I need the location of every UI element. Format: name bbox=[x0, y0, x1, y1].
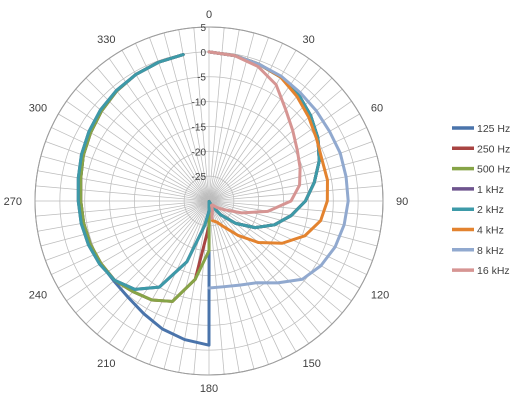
angle-label: 180 bbox=[200, 383, 218, 395]
grid-spoke bbox=[208, 43, 283, 202]
legend-label: 500 Hz bbox=[477, 164, 510, 176]
grid-spoke bbox=[208, 29, 240, 202]
angle-label: 120 bbox=[371, 290, 389, 302]
grid-spoke bbox=[149, 200, 210, 365]
grid-spoke bbox=[35, 185, 210, 202]
grid-spoke bbox=[208, 77, 333, 202]
grid-spoke bbox=[208, 200, 269, 365]
grid-spoke bbox=[96, 200, 210, 335]
angle-label: 0 bbox=[206, 9, 212, 21]
grid-spoke bbox=[208, 127, 367, 202]
grid-spoke bbox=[66, 100, 210, 202]
grid-spoke bbox=[178, 29, 210, 202]
series-line bbox=[76, 50, 321, 291]
grid-spoke bbox=[40, 155, 210, 202]
grid-spoke bbox=[51, 127, 210, 202]
grid-spoke bbox=[208, 141, 373, 202]
grid-spoke bbox=[85, 200, 210, 325]
grid-spoke bbox=[85, 77, 210, 202]
grid-spoke bbox=[121, 200, 210, 352]
grid-spoke bbox=[208, 200, 378, 247]
grid-spoke bbox=[51, 200, 210, 275]
legend-label: 1 kHz bbox=[477, 184, 504, 196]
grid-spoke bbox=[208, 200, 360, 289]
radial-tick-label: -15 bbox=[192, 122, 207, 133]
grid-spoke bbox=[208, 58, 310, 202]
grid-spoke bbox=[45, 141, 210, 202]
grid-spoke bbox=[208, 88, 343, 202]
angle-labels: 0 30 60 90 120 150 180 210 240 270 300 330 bbox=[4, 9, 409, 395]
radial-tick-label: -20 bbox=[192, 147, 207, 158]
legend-label: 8 kHz bbox=[477, 245, 504, 257]
angle-label: 90 bbox=[396, 196, 408, 208]
grid-spoke bbox=[45, 200, 210, 261]
radial-tick-label: 0 bbox=[200, 48, 206, 59]
grid-spoke bbox=[40, 200, 210, 247]
grid-spoke bbox=[208, 200, 352, 302]
angle-label: 300 bbox=[29, 103, 47, 115]
legend-label: 4 kHz bbox=[477, 225, 504, 237]
angle-label: 150 bbox=[303, 358, 321, 370]
grid-spoke bbox=[58, 113, 210, 202]
series-line bbox=[207, 50, 350, 290]
radial-tick-label: -25 bbox=[192, 172, 207, 183]
series-line bbox=[207, 50, 302, 220]
grid-spoke bbox=[208, 100, 352, 202]
grid-spoke bbox=[108, 200, 210, 344]
radial-tick-label: -10 bbox=[192, 98, 207, 109]
grid-spoke bbox=[66, 200, 210, 302]
radial-tick-label: 5 bbox=[200, 23, 206, 34]
angle-label: 330 bbox=[97, 34, 115, 46]
series-lines bbox=[76, 50, 350, 347]
legend: 125 Hz 250 Hz 500 Hz 1 kHz 2 kHz 4 kHz 8 kHz 16… bbox=[452, 123, 510, 277]
angle-label: 60 bbox=[371, 103, 383, 115]
radial-tick-label: -5 bbox=[197, 73, 206, 84]
angle-label: 270 bbox=[4, 196, 22, 208]
legend-label: 2 kHz bbox=[477, 204, 504, 216]
grid-spoke bbox=[193, 27, 210, 202]
legend-label: 16 kHz bbox=[477, 265, 510, 277]
grid-spoke bbox=[135, 200, 210, 359]
grid-spoke bbox=[149, 37, 210, 202]
grid-spoke bbox=[208, 200, 310, 344]
grid-spoke bbox=[208, 67, 322, 202]
angle-label: 240 bbox=[29, 290, 47, 302]
radial-tick-labels: 5 0 -5 -10 -15 -20 -25 bbox=[192, 23, 207, 183]
grid-outer-ring bbox=[34, 26, 384, 376]
grid-spoke bbox=[208, 200, 283, 359]
polar-grid bbox=[34, 26, 384, 376]
grid-spoke bbox=[208, 170, 381, 202]
grid-spoke bbox=[163, 32, 210, 202]
grid-spoke bbox=[75, 200, 210, 314]
grid-spoke bbox=[35, 200, 210, 217]
angle-label: 30 bbox=[303, 34, 315, 46]
grid-spoke bbox=[208, 32, 255, 202]
grid-spoke bbox=[208, 155, 378, 202]
grid-spoke bbox=[193, 200, 210, 375]
grid-spoke bbox=[37, 170, 210, 202]
legend-label: 250 Hz bbox=[477, 143, 510, 155]
grid-spoke bbox=[37, 200, 210, 232]
grid-spoke bbox=[208, 27, 225, 202]
grid-spoke bbox=[58, 200, 210, 289]
grid-spoke bbox=[208, 200, 381, 232]
grid-spoke bbox=[75, 88, 210, 202]
legend-label: 125 Hz bbox=[477, 123, 510, 135]
grid-spoke bbox=[208, 200, 322, 335]
grid-spoke bbox=[208, 113, 360, 202]
angle-label: 210 bbox=[97, 358, 115, 370]
grid-spoke bbox=[208, 200, 383, 217]
